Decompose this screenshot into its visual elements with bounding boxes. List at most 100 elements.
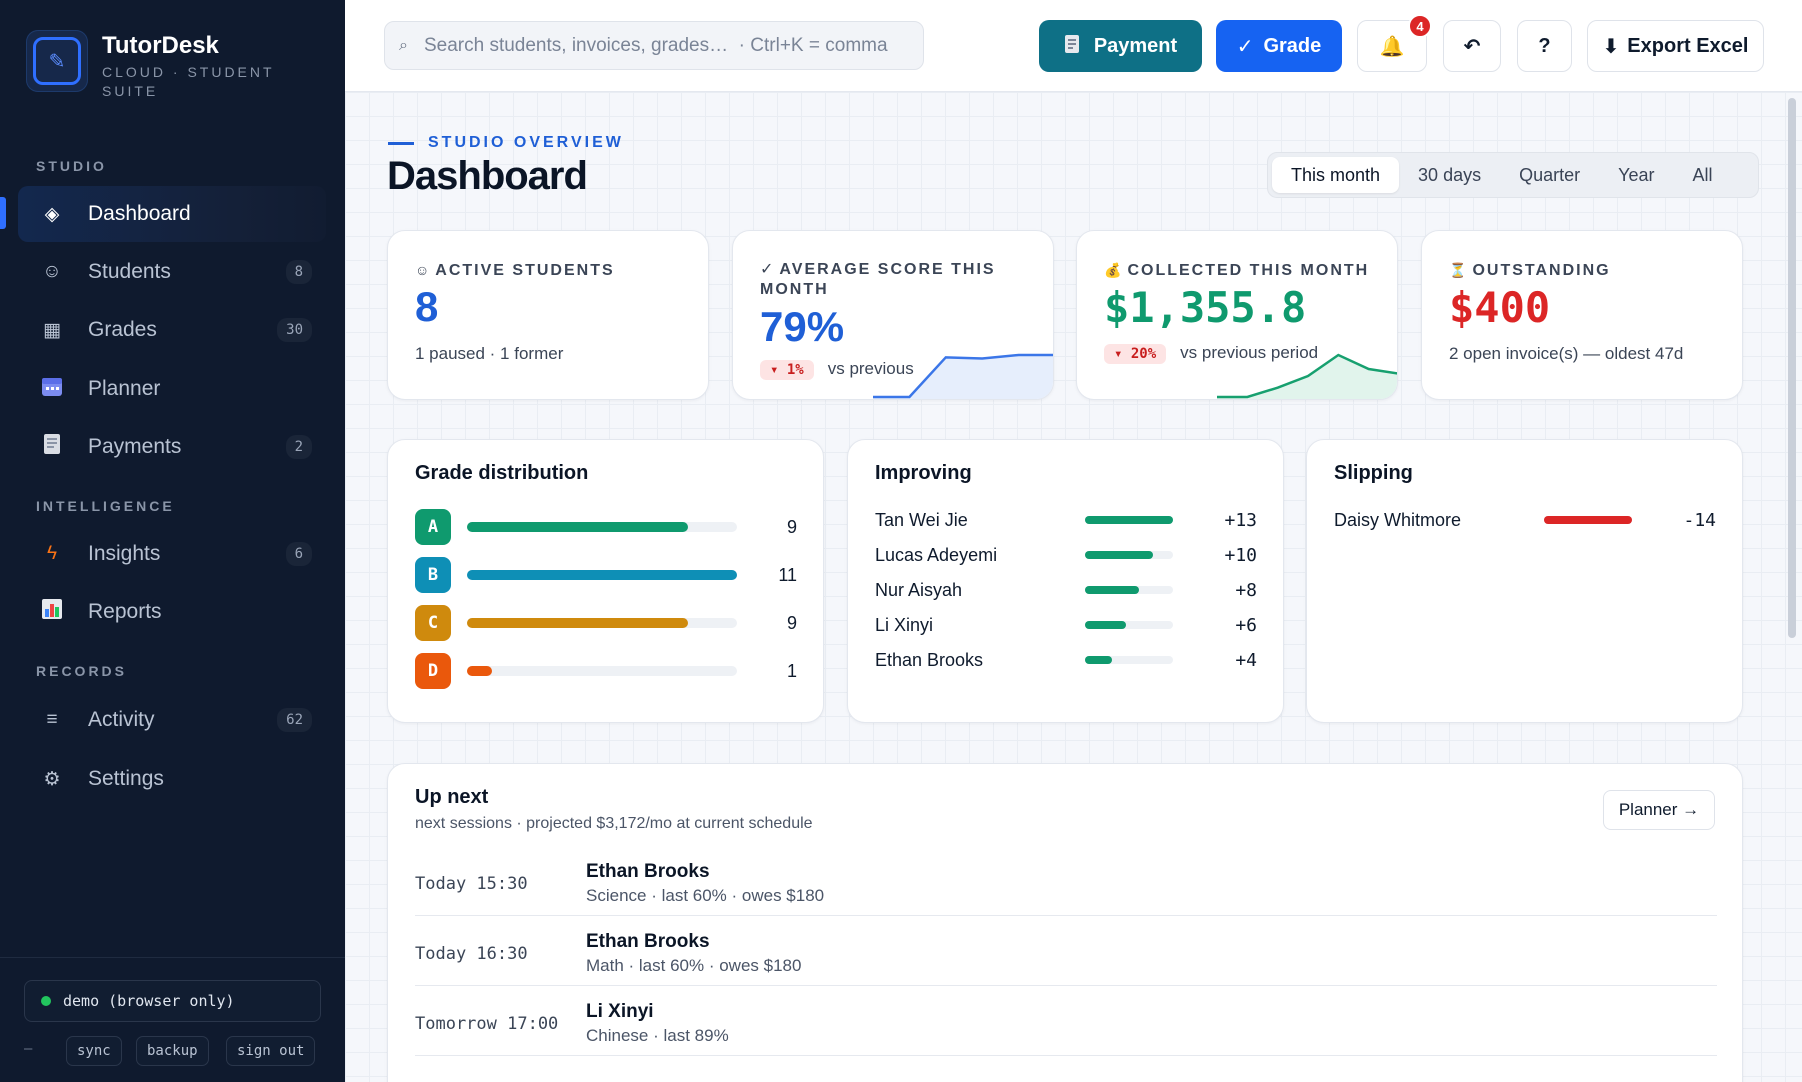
grade-bar-track [467,666,737,676]
grade-bar-track [467,570,737,580]
sparkline-line [873,353,1053,399]
sidebar-item-label: Insights [88,542,161,565]
planner-button[interactable]: Planner → [1603,790,1715,830]
trend-bar-track [1085,656,1173,664]
grade-bar-fill [467,666,492,676]
download-icon: ⬇ [1602,35,1620,58]
trend-row[interactable]: Daisy Whitmore -14 [1334,505,1716,535]
help-button[interactable]: ? [1517,20,1572,72]
trend-row[interactable]: Lucas Adeyemi +10 [875,540,1257,570]
payment-button[interactable]: Payment [1039,20,1202,72]
hourglass-icon: ⏳ [1449,262,1469,278]
grade-button[interactable]: ✓ Grade [1216,20,1342,72]
grade-count: 11 [778,564,797,585]
nav-section-studio: STUDIO [36,158,107,174]
sidebar-item-students[interactable]: ☺ Students 8 [18,244,326,300]
kpi-collected[interactable]: 💰 COLLECTED THIS MONTH $1,355.8 ▾ 20% vs p… [1076,230,1398,400]
session-detail: Chinese · last 89% [586,1026,729,1045]
sidebar-item-settings[interactable]: ⚙ Settings [18,751,326,807]
student-name: Tan Wei Jie [875,509,968,530]
range-year[interactable]: Year [1618,164,1655,185]
range-all[interactable]: All [1692,164,1713,185]
scrollbar-thumb[interactable] [1788,98,1796,638]
nav-section-intelligence: INTELLIGENCE [36,498,175,514]
grade-count: 9 [786,516,797,537]
trend-row[interactable]: Li Xinyi +6 [875,610,1257,640]
sidebar-item-dashboard[interactable]: ◈ Dashboard [18,186,326,242]
grade-bar-fill [467,522,688,532]
kpi-label-row: ☺ ACTIVE STUDENTS [415,260,685,281]
trend-row[interactable]: Tan Wei Jie +13 [875,505,1257,535]
kpi-outstanding[interactable]: ⏳ OUTSTANDING $400 2 open invoice(s) — ol… [1421,230,1743,400]
backup-button[interactable]: backup [136,1036,209,1066]
trend-bar-fill [1085,656,1113,664]
eyebrow-label: STUDIO OVERVIEW [428,134,624,151]
kpi-subtext: 2 open invoice(s) — oldest 47d [1449,344,1684,363]
main-content: STUDIO OVERVIEW Dashboard This month 30 … [345,92,1802,1082]
money-bag-icon: 💰 [1104,262,1124,278]
sidebar-item-planner[interactable]: Planner [18,361,326,417]
range-quarter[interactable]: Quarter [1519,164,1581,185]
range-30-days[interactable]: 30 days [1418,164,1482,185]
export-excel-button[interactable]: ⬇ Export Excel [1587,20,1764,72]
students-count-badge: 8 [285,260,312,284]
trend-bar-fill [1085,516,1173,524]
undo-icon: ↶ [1463,35,1481,58]
sidebar-item-grades[interactable]: ▦ Grades 30 [18,302,326,358]
student-name: Lucas Adeyemi [875,544,998,565]
student-name: Nur Aisyah [875,579,963,600]
kpi-value: 8 [415,283,439,330]
sidebar-item-payments[interactable]: Payments 2 [18,419,326,475]
sync-button[interactable]: sync [66,1036,122,1066]
smiley-icon: ☺ [415,262,432,278]
kpi-label: COLLECTED THIS MONTH [1127,262,1370,279]
sidebar-item-label: Payments [88,435,182,458]
sidebar-item-reports[interactable]: Reports [18,584,326,640]
notifications-button[interactable]: 🔔 4 [1357,14,1432,72]
kpi-label-row: ⏳ OUTSTANDING [1449,260,1719,281]
grade-chip: A [415,509,451,545]
demo-status-pill: demo (browser only) [24,980,321,1022]
search-input[interactable] [423,34,894,57]
checkmark-icon: ✓ [760,261,776,278]
sidebar-item-activity[interactable]: ≡ Activity 62 [18,692,326,748]
grade-bar-fill [467,570,737,580]
session-row[interactable]: Tomorrow 17:00 Li Xinyi Chinese · last 89% [415,986,1717,1056]
brand-subtitle: CLOUD · STUDENT SUITE [102,64,275,99]
notifications-count-badge: 4 [1408,14,1432,38]
sidebar-item-label: Activity [88,708,155,731]
grade-count: 9 [786,612,797,633]
grade-distribution-panel: Grade distribution A 9 B 11 C 9 D 1 [387,439,824,723]
active-indicator [0,197,6,229]
nav-section-records: RECORDS [36,663,128,679]
undo-button[interactable]: ↶ [1443,20,1501,72]
payments-count-badge: 2 [285,435,312,459]
session-detail: Science · last 60% · owes $180 [586,886,825,905]
session-row[interactable]: Today 16:30 Ethan Brooks Math · last 60% ·… [415,916,1717,986]
kpi-average-score[interactable]: ✓ AVERAGE SCORE THIS MONTH 79% ▾ 1% vs pre… [732,230,1054,400]
gear-icon: ⚙ [43,768,61,790]
kpi-active-students[interactable]: ☺ ACTIVE STUDENTS 8 1 paused · 1 former [387,230,709,400]
sidebar-item-insights[interactable]: ϟ Insights 6 [18,526,326,582]
sign-out-button[interactable]: sign out [226,1036,316,1066]
trend-row[interactable]: Ethan Brooks +4 [875,645,1257,675]
delta-subtext: vs previous [827,359,914,378]
delta-subtext: vs previous period [1180,343,1319,362]
search-box[interactable]: ⌕ [384,21,924,70]
brand-name: TutorDesk [102,32,219,59]
trend-row[interactable]: Nur Aisyah +8 [875,575,1257,605]
grade-bar-fill [467,618,688,628]
score-delta: +13 [1224,509,1257,531]
session-student: Ethan Brooks [586,861,710,882]
score-delta: +8 [1235,579,1257,601]
grade-chip: C [415,605,451,641]
topbar: ⌕ Payment ✓ Grade 🔔 4 ↶ ? ⬇ Export Excel [345,0,1802,92]
trend-bar-fill [1544,516,1632,524]
session-row[interactable]: Today 15:30 Ethan Brooks Science · last 60… [415,846,1717,916]
student-name: Li Xinyi [875,614,934,635]
kpi-value: 79% [760,303,845,350]
scrollbar[interactable] [1788,98,1796,1078]
kpi-label: OUTSTANDING [1472,262,1611,279]
range-this-month[interactable]: This month [1272,157,1400,193]
